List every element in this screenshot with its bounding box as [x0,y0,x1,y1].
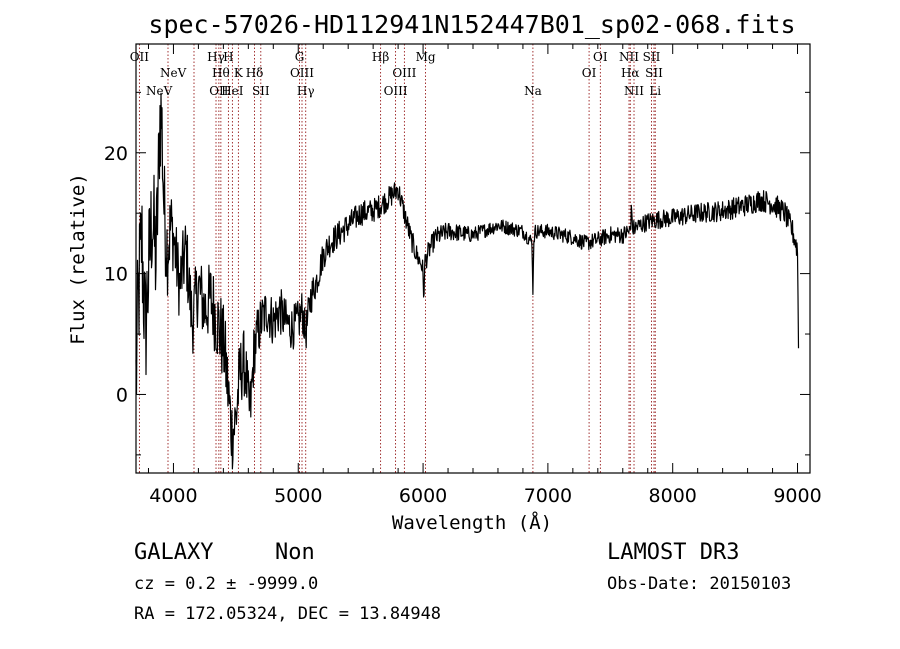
y-tick-label: 10 [104,264,128,286]
x-tick-label: 5000 [274,485,322,507]
emission-line-label: Na [524,84,542,98]
emission-line-label: OI [582,66,597,80]
y-axis-ticks: 0 10 20 [104,91,810,456]
x-tick-label: 4000 [149,485,197,507]
x-axis-label: Wavelength (Å) [392,511,552,534]
emission-line-label: OII [130,50,150,64]
emission-line-label: Mg [416,50,436,64]
x-axis-ticks: 4000 5000 6000 7000 8000 9000 [147,44,822,507]
emission-line-label: NeV [146,84,173,98]
emission-line-label: Hγ [207,50,225,64]
y-tick-label: 20 [104,143,128,165]
emission-line-label: SII [643,50,661,64]
emission-line-label: Hα [621,66,640,80]
emission-line-label: NeV [160,66,187,80]
x-tick-label: 7000 [524,485,572,507]
emission-line-label: K [234,66,244,80]
x-tick-label: 9000 [773,485,821,507]
survey-label: LAMOST DR3 [607,540,739,565]
emission-line-label: OII [209,84,229,98]
emission-line-label: HeI [221,84,244,98]
emission-line-label: Hθ [212,66,230,80]
emission-line-label: NII [624,84,644,98]
emission-line-label: NII [619,50,639,64]
emission-line-label: OIII [392,66,416,80]
spectrum-series-line [135,92,800,470]
chart-title: spec-57026-HD112941N152447B01_sp02-068.f… [148,10,795,39]
emission-line-label: SII [645,66,663,80]
emission-line-label: H [223,50,233,64]
emission-line-label: OIII [290,66,314,80]
emission-line-label: G [295,50,305,64]
emission-line-label: OIII [384,84,408,98]
y-tick-label: 0 [116,384,128,406]
x-tick-label: 8000 [649,485,697,507]
emission-line-markers [138,44,656,473]
emission-line-label: Hδ [246,66,264,80]
emission-line-label: Hβ [372,50,389,64]
emission-line-label: Hγ [297,84,315,98]
object-subclass-label: Non [275,540,315,565]
observation-date-text: Obs-Date: 20150103 [607,574,791,594]
object-class-label: GALAXY [134,540,213,565]
emission-line-label: SII [252,84,270,98]
emission-line-label: OI [593,50,608,64]
coordinates-text: RA = 172.05324, DEC = 13.84948 [134,604,441,624]
emission-line-label: Li [649,84,661,98]
y-axis-label: Flux (relative) [67,173,89,345]
redshift-text: cz = 0.2 ± -9999.0 [134,574,318,594]
x-tick-label: 6000 [399,485,447,507]
